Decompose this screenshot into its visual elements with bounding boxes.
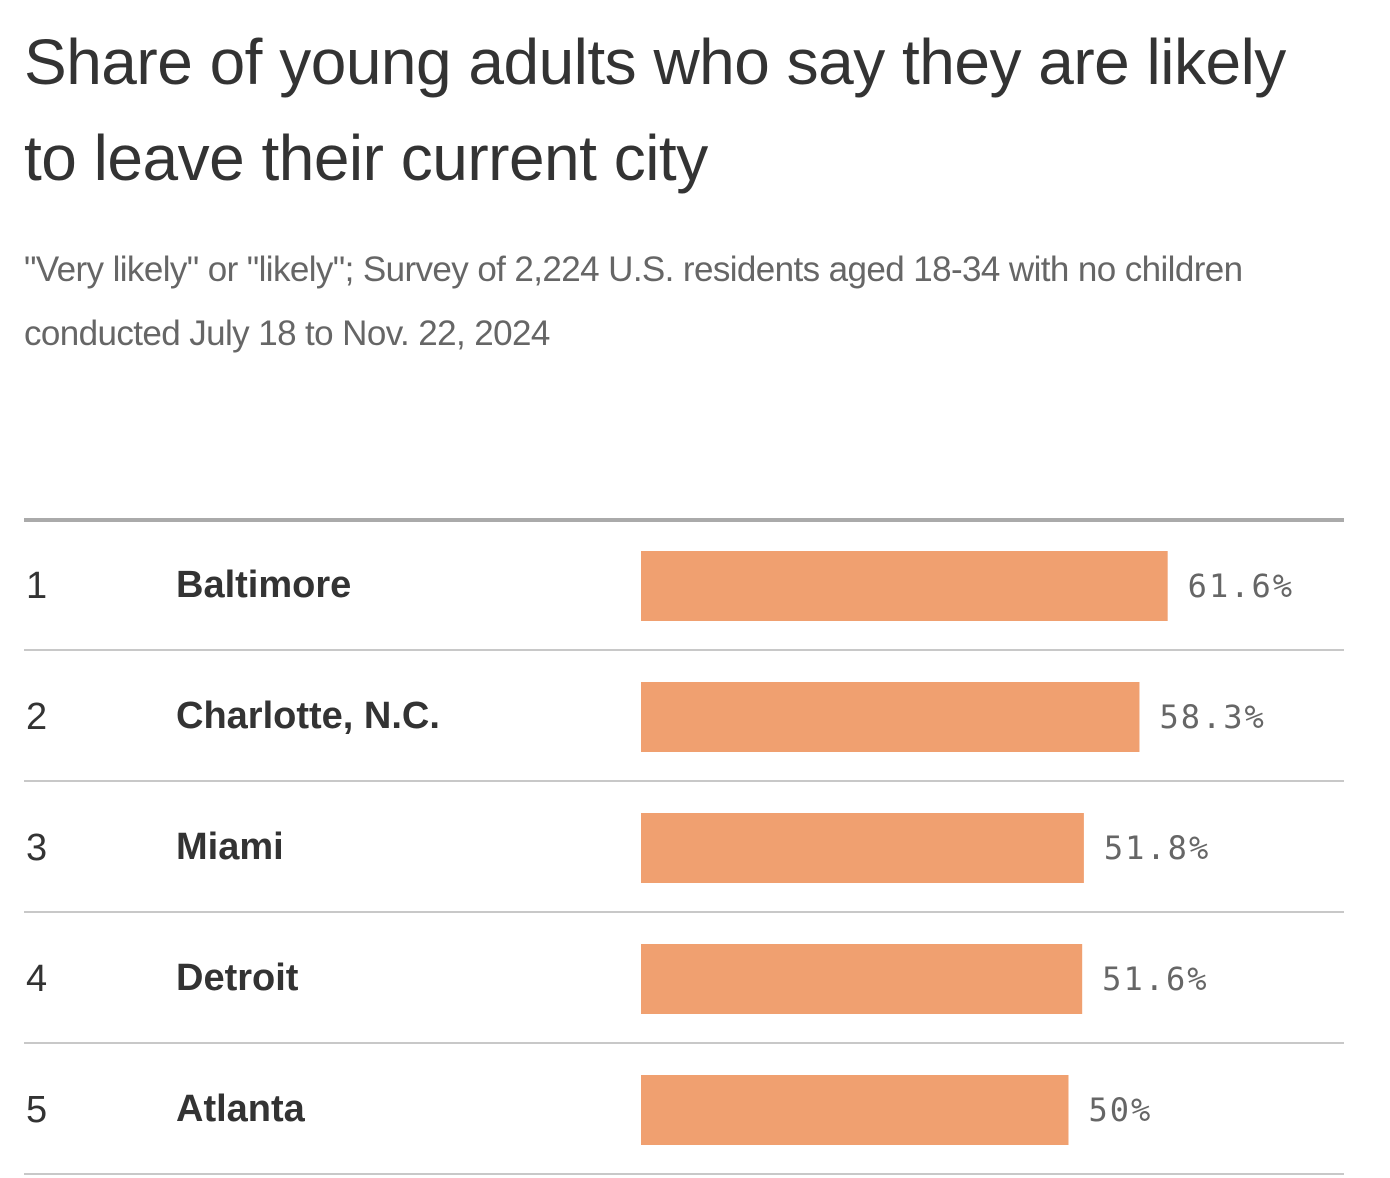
bar-chart-svg: 1 Baltimore 61.6% 2 Charlotte, N.C. 58.3% 3 Mia…	[24, 518, 1344, 1175]
category-label: Charlotte, N.C.	[176, 695, 440, 737]
category-label: Atlanta	[176, 1088, 306, 1130]
row-divider	[24, 649, 1344, 651]
rank-label: 2	[26, 696, 47, 738]
bar	[641, 551, 1168, 621]
bar	[641, 944, 1083, 1014]
row-divider	[24, 1042, 1344, 1044]
category-label: Detroit	[176, 957, 299, 999]
bar-chart: 1 Baltimore 61.6% 2 Charlotte, N.C. 58.3% 3 Mia…	[24, 518, 1344, 1178]
row-divider	[24, 780, 1344, 782]
rank-label: 3	[26, 827, 47, 869]
row-divider	[24, 911, 1344, 913]
top-rule	[24, 518, 1344, 522]
chart-title: Share of young adults who say they are l…	[24, 26, 1286, 194]
chart-subtitle: "Very likely" or "likely"; Survey of 2,2…	[24, 250, 1243, 353]
row-divider	[24, 1173, 1344, 1175]
category-label: Miami	[176, 826, 284, 868]
value-label: 51.6%	[1102, 960, 1208, 998]
rank-label: 4	[26, 958, 47, 1000]
value-label: 50%	[1089, 1091, 1153, 1129]
bar	[641, 1075, 1069, 1145]
value-label: 51.8%	[1104, 829, 1210, 867]
rank-label: 1	[26, 565, 47, 607]
rank-label: 5	[26, 1089, 47, 1131]
value-label: 58.3%	[1159, 698, 1265, 736]
category-label: Baltimore	[176, 564, 351, 606]
bar	[641, 813, 1084, 883]
value-label: 61.6%	[1188, 567, 1294, 605]
bar	[641, 682, 1140, 752]
